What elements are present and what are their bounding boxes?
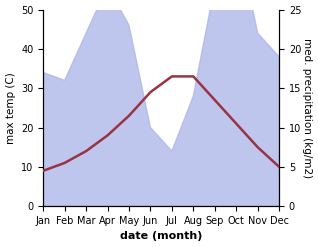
X-axis label: date (month): date (month): [120, 231, 202, 242]
Y-axis label: med. precipitation (kg/m2): med. precipitation (kg/m2): [302, 38, 313, 178]
Y-axis label: max temp (C): max temp (C): [5, 72, 16, 144]
